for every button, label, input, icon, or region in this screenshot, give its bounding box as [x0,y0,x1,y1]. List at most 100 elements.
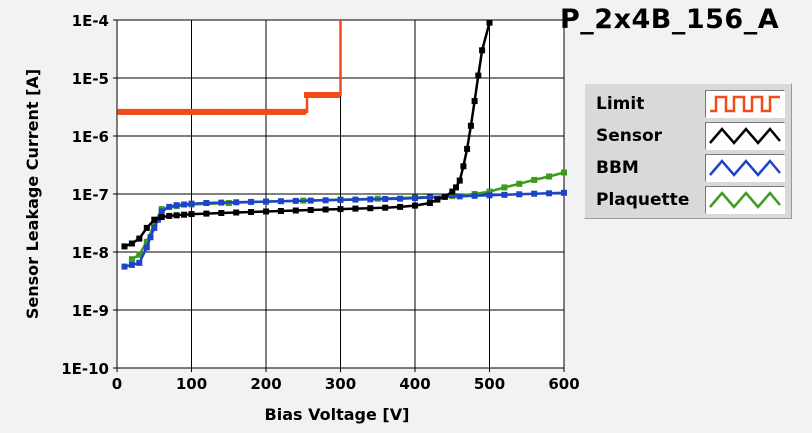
legend-label-plaquette: Plaquette [596,190,690,210]
data-point-limit [285,108,292,115]
data-point-bbm [456,193,463,200]
data-point-sensor [322,206,329,213]
data-point-bbm [136,259,143,266]
data-point-limit [233,108,240,115]
data-point-limit [184,108,191,115]
limit-swatch-line [710,95,780,113]
data-point-bbm [397,195,404,202]
x-tick-label: 200 [250,375,281,393]
legend-label-bbm: BBM [596,158,639,178]
data-point-sensor [397,203,404,210]
data-point-limit [210,108,217,115]
data-point-bbm [486,192,493,199]
y-axis-ticks: 1E-10 1E-9 1E-8 1E-7 1E-6 1E-5 1E-4 [61,12,117,378]
data-point-limit [277,108,284,115]
data-point-sensor [181,211,188,218]
data-point-bbm [412,195,418,202]
chart-title: P_2x4B_156_A [560,4,780,35]
data-point-limit [188,108,195,115]
data-point-limit [143,108,150,115]
data-point-limit [195,108,202,115]
y-tick-label: 1E-4 [72,12,109,30]
data-point-bbm [233,199,240,206]
data-point-sensor [203,210,210,217]
data-point-sensor [434,196,441,203]
data-point-sensor [475,72,482,79]
y-tick-label: 1E-9 [72,302,109,320]
data-point-limit [289,108,296,115]
data-point-limit [330,92,337,98]
data-point-sensor [233,209,240,216]
data-point-limit [259,108,266,115]
legend-item-sensor: Sensor [585,120,791,152]
x-tick-label: 0 [112,375,122,393]
data-point-limit [199,108,206,115]
data-point-plaquette [128,256,135,263]
legend-swatch-sensor[interactable] [705,122,785,150]
data-point-sensor [158,214,165,221]
data-point-sensor [456,177,463,184]
data-point-sensor [412,202,418,209]
data-point-limit [270,108,277,115]
data-point-bbm [143,244,150,251]
data-point-bbm [471,192,478,199]
data-point-bbm [277,198,284,205]
data-point-limit [255,108,262,115]
data-point-limit [304,92,310,98]
data-point-bbm [367,196,374,203]
data-point-sensor [151,216,158,223]
x-tick-label: 100 [176,375,207,393]
y-tick-label: 1E-5 [72,70,109,88]
data-point-plaquette [516,180,523,187]
data-point-plaquette [136,251,143,258]
data-point-sensor [426,200,433,206]
data-point-sensor [121,243,128,250]
data-point-limit [162,108,169,115]
data-point-bbm [121,263,128,270]
data-point-sensor [277,208,284,214]
data-point-bbm [307,197,314,204]
data-point-bbm [501,191,508,198]
data-point-limit [315,92,322,98]
legend: Limit Sensor BBM Plaquette [584,83,792,219]
data-point-sensor [263,208,269,215]
data-point-sensor [218,210,225,216]
data-point-bbm [352,196,359,203]
data-point-limit [214,108,221,115]
data-point-sensor [441,193,448,200]
data-point-limit [292,108,299,115]
data-point-limit [263,108,269,115]
data-point-limit [177,108,184,115]
data-point-sensor [464,145,471,152]
data-point-limit [244,108,251,115]
data-point-sensor [143,224,150,231]
data-point-limit [128,108,135,115]
data-point-limit [307,92,314,98]
legend-item-plaquette: Plaquette [585,184,791,216]
data-point-limit [296,108,303,115]
data-point-sensor [307,207,314,213]
legend-swatch-bbm[interactable] [705,154,785,182]
data-point-bbm [173,202,180,209]
y-tick-label: 1E-10 [61,360,109,378]
data-point-plaquette [546,173,553,180]
data-point-sensor [337,206,344,213]
legend-swatch-limit[interactable] [705,90,785,118]
x-axis-ticks: 0 100 200 300 400 500 600 [112,368,580,393]
data-point-bbm [128,261,135,268]
legend-swatch-plaquette[interactable] [705,186,785,214]
data-point-limit [311,92,318,98]
data-point-sensor [188,211,195,218]
data-point-bbm [561,189,567,196]
data-point-sensor [486,19,493,26]
data-point-limit [248,108,255,115]
data-point-limit [318,92,325,98]
data-point-limit [218,108,225,115]
data-point-limit [300,108,307,115]
data-point-sensor [382,204,389,211]
data-point-limit [240,108,247,115]
plaquette-swatch-line [709,191,781,209]
data-point-bbm [188,200,195,207]
data-point-limit [266,108,273,115]
data-point-limit [322,92,329,98]
